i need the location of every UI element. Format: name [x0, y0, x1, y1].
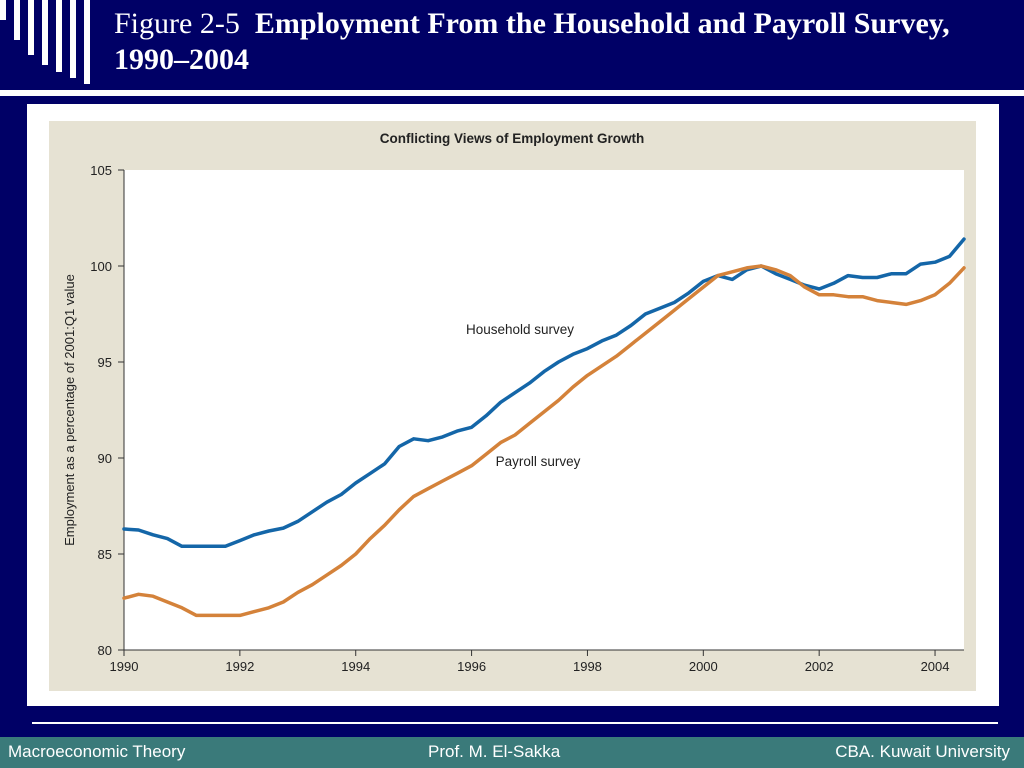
footer-course: Macroeconomic Theory [8, 742, 186, 761]
footer-institution: CBA. Kuwait University [835, 742, 1010, 761]
y-axis-label: Employment as a percentage of 2001:Q1 va… [62, 274, 77, 546]
y-tick-label: 100 [90, 259, 112, 274]
x-tick-label: 2002 [805, 659, 834, 674]
y-tick-label: 85 [98, 547, 112, 562]
y-tick-label: 95 [98, 355, 112, 370]
slide-title: Figure 2-5 Employment From the Household… [114, 6, 1004, 78]
footer-divider [32, 722, 998, 724]
decorative-bars [0, 0, 90, 84]
x-tick-label: 1996 [457, 659, 486, 674]
x-tick-label: 2004 [921, 659, 950, 674]
axes: 80 85 90 95 100 105 1990 1992 1994 1996 1998 2000 20… [90, 163, 964, 674]
x-tick-label: 1998 [573, 659, 602, 674]
household-survey-label: Household survey [466, 322, 574, 337]
x-tick-label: 1990 [110, 659, 139, 674]
x-tick-label: 1992 [225, 659, 254, 674]
series-labels: Household survey Payroll survey [466, 322, 581, 469]
figure-number: Figure 2-5 [114, 7, 240, 40]
payroll-survey-label: Payroll survey [496, 454, 581, 469]
y-tick-label: 105 [90, 163, 112, 178]
y-tick-label: 80 [98, 643, 112, 658]
footer-author: Prof. M. El-Sakka [428, 742, 561, 761]
x-tick-label: 2000 [689, 659, 718, 674]
household-survey-line [122, 237, 966, 549]
chart-title: Conflicting Views of Employment Growth [380, 131, 645, 146]
footer-bar: Macroeconomic Theory Prof. M. El-Sakka C… [0, 737, 1024, 768]
payroll-survey-line [122, 264, 966, 618]
title-divider [0, 90, 1024, 96]
x-tick-label: 1994 [341, 659, 370, 674]
series-lines [122, 237, 966, 618]
figure-title: Employment From the Household and Payrol… [114, 7, 950, 76]
y-tick-label: 90 [98, 451, 112, 466]
